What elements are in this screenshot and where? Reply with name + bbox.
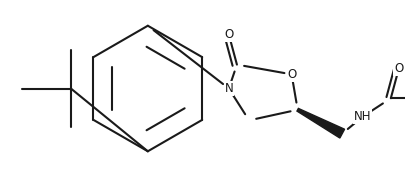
Text: NH: NH bbox=[354, 110, 371, 123]
Polygon shape bbox=[297, 109, 345, 138]
Text: O: O bbox=[224, 28, 233, 41]
Text: N: N bbox=[224, 82, 233, 95]
Text: O: O bbox=[394, 62, 403, 75]
Text: O: O bbox=[287, 68, 296, 81]
